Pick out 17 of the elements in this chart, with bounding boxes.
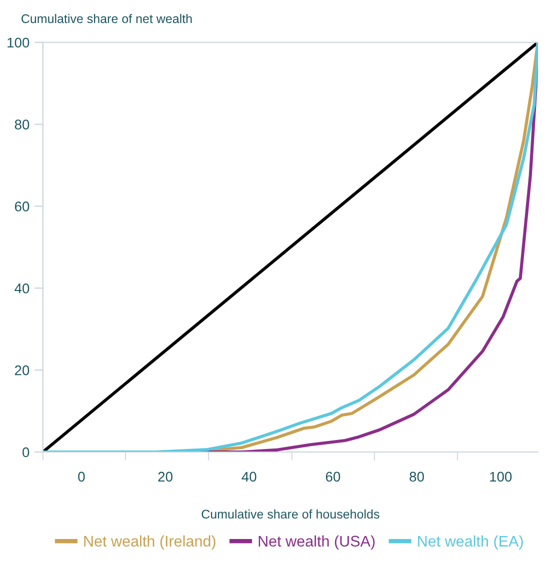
- y-tick-label: 100: [8, 38, 30, 48]
- y-tick-label: 0: [22, 447, 30, 458]
- legend-label: Net wealth (USA): [258, 535, 375, 550]
- y-axis-title: Cumulative share of net wealth: [22, 14, 192, 24]
- y-tick-label: 40: [14, 283, 30, 294]
- x-axis-title: Cumulative share of households: [202, 509, 380, 519]
- y-tick-label: 80: [14, 120, 30, 130]
- x-tick-label: 80: [410, 472, 424, 482]
- legend-label: Net wealth (Ireland): [84, 535, 216, 550]
- y-tick-label: 60: [14, 202, 30, 212]
- x-tick-label: 20: [158, 472, 172, 482]
- x-tick-label: 100: [490, 472, 512, 482]
- x-tick-label: 40: [242, 472, 256, 482]
- legend-label: Net wealth (EA): [418, 535, 523, 550]
- y-tick-label: 20: [14, 365, 30, 376]
- x-tick-label: 60: [326, 472, 340, 482]
- x-tick-label: 0: [78, 472, 85, 482]
